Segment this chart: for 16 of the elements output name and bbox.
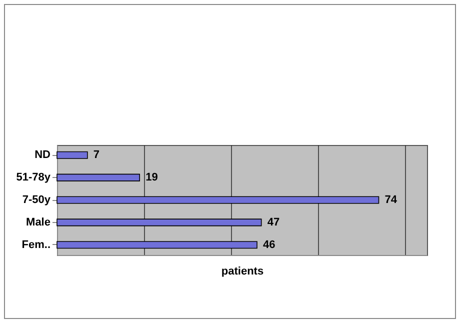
bar bbox=[56, 196, 380, 204]
bar bbox=[56, 218, 262, 226]
y-tick-label: 7-50y bbox=[22, 194, 52, 206]
y-tick-label: Male bbox=[26, 216, 50, 228]
bar bbox=[56, 151, 88, 159]
data-label: 74 bbox=[384, 194, 398, 206]
data-label: 47 bbox=[267, 216, 280, 228]
data-label: 7 bbox=[93, 149, 100, 162]
y-tick-label: 51-78y bbox=[16, 172, 52, 184]
data-label: 46 bbox=[263, 238, 276, 251]
x-axis-title: patients bbox=[221, 266, 264, 278]
y-tick-label: ND bbox=[34, 149, 51, 162]
y-tick-label: Fem.. bbox=[22, 238, 50, 251]
bar bbox=[56, 241, 258, 249]
data-label: 19 bbox=[146, 172, 158, 184]
bar bbox=[56, 174, 140, 182]
